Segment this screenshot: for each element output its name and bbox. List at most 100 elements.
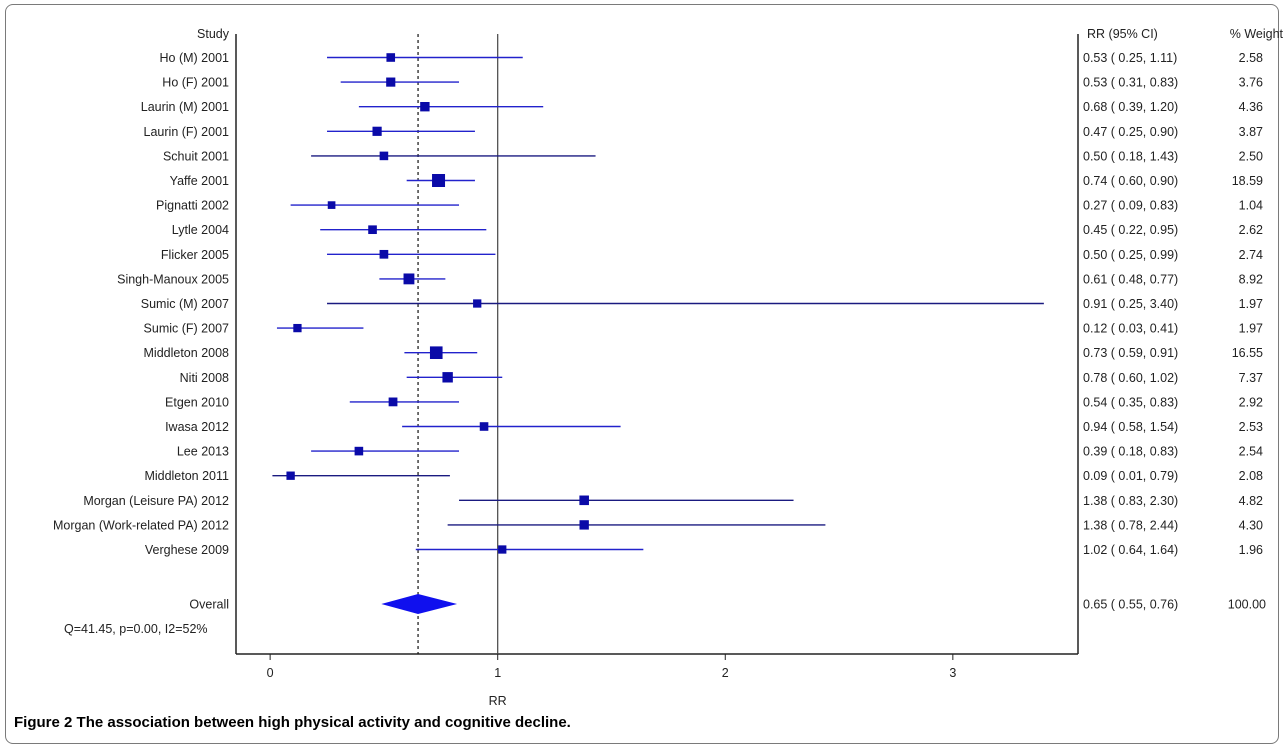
weight-value-text: 2.74 (1239, 248, 1263, 262)
ci-value-text: 0.53 ( 0.31, 0.83) (1083, 76, 1178, 90)
study-label: Flicker 2005 (161, 248, 229, 262)
weight-value-text: 1.04 (1239, 199, 1263, 213)
effect-marker (498, 545, 507, 554)
x-tick-label: 0 (267, 666, 274, 680)
weight-value-text: 1.96 (1239, 543, 1263, 557)
weight-column-header: % Weight (1230, 27, 1284, 41)
ci-value-text: 0.73 ( 0.59, 0.91) (1083, 346, 1178, 360)
weight-value-text: 2.50 (1239, 149, 1263, 163)
study-label: Lee 2013 (177, 445, 229, 459)
effect-marker (293, 323, 302, 333)
table-header: Study RR (95% CI) % Weight RR Q=41.45, p… (64, 27, 1284, 708)
ci-value-text: 0.39 ( 0.18, 0.83) (1083, 445, 1178, 459)
study-label: Sumic (M) 2007 (141, 297, 229, 311)
ci-value-text: 1.38 ( 0.83, 2.30) (1083, 494, 1178, 508)
study-row: Middleton 2008 0.73 ( 0.59, 0.91) 16.55 (144, 346, 1264, 360)
heterogeneity-stats: Q=41.45, p=0.00, I2=52% (64, 622, 208, 636)
effect-marker (403, 273, 415, 285)
ci-value-text: 1.38 ( 0.78, 2.44) (1083, 518, 1178, 532)
rr-column-header: RR (95% CI) (1087, 27, 1158, 41)
ci-value-text: 1.02 ( 0.64, 1.64) (1083, 543, 1178, 557)
study-label: Singh-Manoux 2005 (117, 272, 229, 286)
study-label: Morgan (Leisure PA) 2012 (83, 494, 229, 508)
weight-value-text: 2.54 (1239, 445, 1263, 459)
weight-value-text: 2.53 (1239, 420, 1263, 434)
study-rows: Ho (M) 2001 0.53 ( 0.25, 1.11) 2.58 Ho (F) … (53, 51, 1263, 557)
weight-value-text: 4.82 (1239, 494, 1263, 508)
x-tick-label: 2 (722, 666, 729, 680)
ci-value-text: 0.68 ( 0.39, 1.20) (1083, 100, 1178, 114)
ci-value-text: 0.27 ( 0.09, 0.83) (1083, 199, 1178, 213)
effect-marker (327, 201, 336, 209)
study-row: Lytle 2004 0.45 ( 0.22, 0.95) 2.62 (172, 223, 1263, 237)
study-row: Ho (F) 2001 0.53 ( 0.31, 0.83) 3.76 (162, 76, 1263, 90)
study-row: Lee 2013 0.39 ( 0.18, 0.83) 2.54 (177, 445, 1263, 459)
study-label: Yaffe 2001 (170, 174, 229, 188)
weight-value-text: 8.92 (1239, 272, 1263, 286)
study-label: Middleton 2008 (144, 346, 230, 360)
weight-value-text: 4.30 (1239, 518, 1263, 532)
weight-value-text: 1.97 (1239, 297, 1263, 311)
study-row: Yaffe 2001 0.74 ( 0.60, 0.90) 18.59 (170, 174, 1263, 188)
effect-marker (388, 397, 398, 407)
study-label: Laurin (F) 2001 (144, 125, 230, 139)
effect-marker (479, 422, 489, 431)
effect-marker (432, 174, 446, 187)
effect-marker (379, 151, 389, 161)
weight-value-text: 2.62 (1239, 223, 1263, 237)
x-axis-label: RR (489, 694, 507, 708)
weight-value-text: 7.37 (1239, 371, 1263, 385)
ci-value-text: 0.45 ( 0.22, 0.95) (1083, 223, 1178, 237)
effect-marker (386, 53, 396, 62)
study-label: Sumic (F) 2007 (144, 322, 229, 336)
ci-value-text: 0.50 ( 0.18, 1.43) (1083, 149, 1178, 163)
ci-value-text: 0.47 ( 0.25, 0.90) (1083, 125, 1178, 139)
x-tick-label: 3 (949, 666, 956, 680)
effect-marker (372, 126, 382, 136)
study-row: Verghese 2009 1.02 ( 0.64, 1.64) 1.96 (145, 543, 1263, 557)
study-row: Schuit 2001 0.50 ( 0.18, 1.43) 2.50 (163, 149, 1263, 163)
effect-marker (286, 471, 295, 480)
weight-value-text: 2.58 (1239, 51, 1263, 65)
effect-marker (386, 77, 396, 87)
overall-row: Overall 0.65 ( 0.55, 0.76) 100.00 (189, 594, 1266, 614)
effect-marker (354, 446, 364, 456)
study-row: Sumic (M) 2007 0.91 ( 0.25, 3.40) 1.97 (141, 297, 1263, 311)
weight-value-text: 4.36 (1239, 100, 1263, 114)
study-row: Sumic (F) 2007 0.12 ( 0.03, 0.41) 1.97 (144, 322, 1263, 336)
effect-marker (473, 299, 482, 308)
study-row: Pignatti 2002 0.27 ( 0.09, 0.83) 1.04 (156, 199, 1263, 213)
effect-marker (579, 495, 589, 506)
study-label: Morgan (Work-related PA) 2012 (53, 518, 229, 532)
study-row: Morgan (Leisure PA) 2012 1.38 ( 0.83, 2.3… (83, 494, 1263, 508)
figure-caption: Figure 2 The association between high ph… (14, 714, 571, 731)
study-label: Verghese 2009 (145, 543, 229, 557)
effect-marker (579, 520, 589, 530)
ci-value-text: 0.12 ( 0.03, 0.41) (1083, 322, 1178, 336)
study-label: Laurin (M) 2001 (141, 100, 229, 114)
study-label: Middleton 2011 (144, 469, 229, 483)
ci-value-text: 0.91 ( 0.25, 3.40) (1083, 297, 1178, 311)
weight-value-text: 3.87 (1239, 125, 1263, 139)
weight-value-text: 2.92 (1239, 395, 1263, 409)
weight-value-text: 1.97 (1239, 322, 1263, 336)
study-column-header: Study (197, 27, 230, 41)
ci-value-text: 0.94 ( 0.58, 1.54) (1083, 420, 1178, 434)
overall-diamond (381, 594, 458, 614)
overall-weight-text: 100.00 (1228, 598, 1266, 612)
study-row: Laurin (M) 2001 0.68 ( 0.39, 1.20) 4.36 (141, 100, 1263, 114)
ci-value-text: 0.61 ( 0.48, 0.77) (1083, 272, 1178, 286)
ci-value-text: 0.53 ( 0.25, 1.11) (1083, 51, 1177, 65)
study-row: Etgen 2010 0.54 ( 0.35, 0.83) 2.92 (165, 395, 1263, 409)
ci-value-text: 0.50 ( 0.25, 0.99) (1083, 248, 1178, 262)
effect-marker (379, 249, 389, 259)
study-row: Morgan (Work-related PA) 2012 1.38 ( 0.78… (53, 518, 1263, 532)
weight-value-text: 2.08 (1239, 469, 1263, 483)
study-row: Niti 2008 0.78 ( 0.60, 1.02) 7.37 (180, 371, 1263, 385)
overall-label: Overall (189, 598, 229, 612)
study-label: Ho (M) 2001 (160, 51, 230, 65)
effect-marker (420, 102, 430, 112)
weight-value-text: 3.76 (1239, 76, 1263, 90)
study-row: Singh-Manoux 2005 0.61 ( 0.48, 0.77) 8.92 (117, 272, 1263, 286)
